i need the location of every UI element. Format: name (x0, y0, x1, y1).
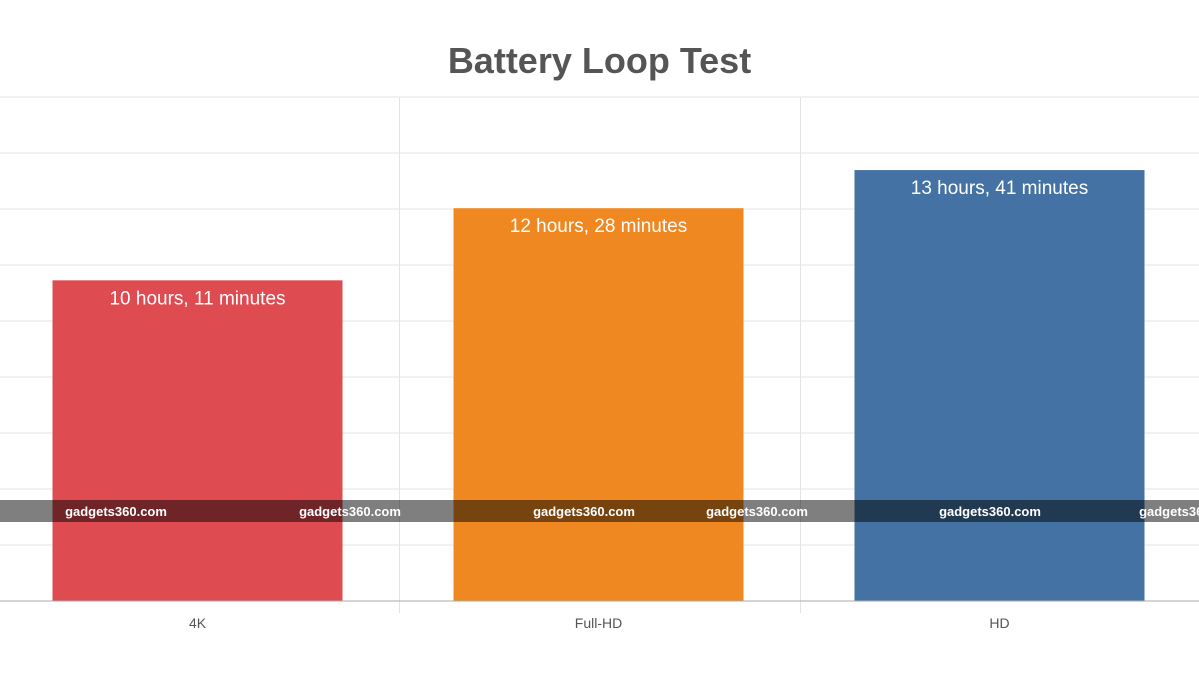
bar (854, 170, 1145, 601)
watermark-text: gadgets360.com (1139, 504, 1199, 519)
chart-title: Battery Loop Test (447, 40, 752, 81)
watermark-band-bg (0, 500, 1199, 522)
bar-value-label: 13 hours, 41 minutes (911, 178, 1088, 199)
watermark-text: gadgets360.com (533, 504, 635, 519)
bar-value-label: 10 hours, 11 minutes (109, 288, 285, 309)
bar (453, 208, 744, 601)
bars: 10 hours, 11 minutes 12 hours, 28 minutes… (52, 170, 1145, 601)
x-tick-label: HD (989, 615, 1009, 631)
watermark-text: gadgets360.com (939, 504, 1041, 519)
x-axis: 4K Full-HD HD (0, 600, 1199, 631)
bar (52, 280, 343, 601)
watermark-text: gadgets360.com (299, 504, 401, 519)
watermark-text: gadgets360.com (65, 504, 167, 519)
watermark-band: gadgets360.com gadgets360.com gadgets360.c… (0, 500, 1199, 522)
x-tick-label: 4K (189, 615, 207, 631)
x-tick-label: Full-HD (575, 615, 622, 631)
watermark-text: gadgets360.com (706, 504, 808, 519)
bar-value-label: 12 hours, 28 minutes (510, 216, 687, 237)
